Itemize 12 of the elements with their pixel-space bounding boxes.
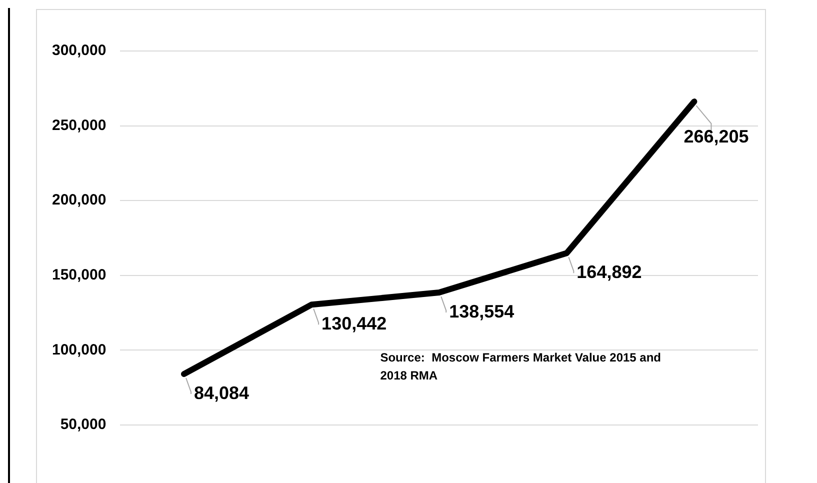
y-tick-label: 50,000 <box>60 416 106 434</box>
y-tick-label: 250,000 <box>52 116 106 134</box>
data-label: 130,442 <box>322 314 387 334</box>
y-tick-label: 300,000 <box>52 42 106 60</box>
data-label: 266,205 <box>684 126 749 147</box>
data-label: 138,554 <box>449 301 514 322</box>
data-label: 84,084 <box>194 382 250 403</box>
annotation: Source: Moscow Farmers Market Value 2015 and 2018 RMA <box>380 350 661 382</box>
y-tick-label: 200,000 <box>52 192 106 209</box>
data-label: 164,892 <box>576 262 642 282</box>
y-tick-label: 150,000 <box>52 266 106 284</box>
y-tick-label: 100,000 <box>52 341 106 358</box>
